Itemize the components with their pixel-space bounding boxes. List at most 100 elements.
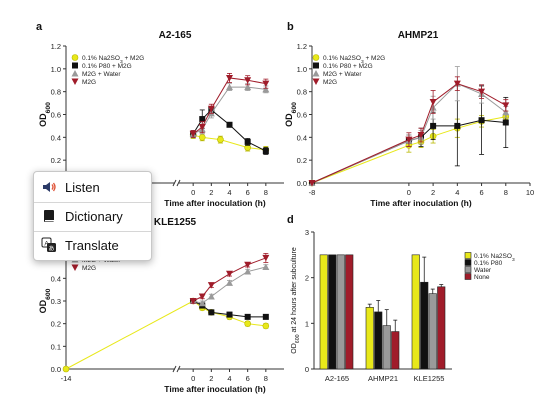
data-point — [430, 122, 437, 129]
y-tick-label: 0.8 — [51, 88, 61, 97]
chart-title: AHMP21 — [398, 30, 439, 41]
data-point — [312, 54, 320, 61]
y-tick-label: 0 — [305, 365, 309, 374]
popup-item-translate[interactable]: A あ Translate — [34, 232, 151, 258]
x-tick-label: 2 — [431, 188, 435, 197]
y-tick-label: 0.0 — [297, 179, 307, 188]
data-point — [199, 116, 206, 123]
data-point — [226, 279, 233, 286]
svg-text:あ: あ — [48, 245, 54, 252]
y-tick-label: 1 — [305, 319, 309, 328]
panel-label-d: d — [287, 214, 294, 226]
data-point — [313, 62, 319, 69]
svg-text:A: A — [44, 240, 49, 247]
bar — [420, 281, 429, 370]
data-point — [244, 138, 251, 145]
data-point — [62, 365, 70, 373]
category-label: AHMP21 — [368, 374, 398, 383]
y-tick-label: 2 — [305, 274, 309, 283]
popup-item-dictionary[interactable]: Dictionary — [34, 203, 151, 229]
chart-title: KLE1255 — [154, 217, 197, 228]
axis-break-mark — [176, 179, 181, 187]
data-point — [244, 313, 251, 320]
data-series — [189, 131, 270, 154]
y-tick-label: 0.3 — [51, 297, 61, 306]
data-point — [217, 136, 224, 143]
panel-label-a: a — [36, 21, 43, 33]
data-point — [189, 130, 197, 138]
legend-swatch — [464, 259, 472, 266]
data-point — [502, 102, 510, 109]
chart-title: A2-165 — [159, 30, 192, 41]
popup-item-label: Translate — [65, 237, 119, 253]
x-tick-label: 0 — [191, 188, 195, 197]
x-tick-label: 2 — [209, 374, 213, 383]
popup-separator — [34, 231, 151, 232]
x-tick-label: 4 — [455, 188, 459, 197]
series-line — [65, 300, 266, 370]
legend-swatch — [464, 273, 472, 280]
y-tick-label: 0.4 — [297, 133, 307, 142]
translate-icon: A あ — [41, 237, 56, 252]
axis-break-mark — [172, 365, 177, 373]
data-series — [308, 76, 510, 187]
data-point — [478, 117, 485, 124]
popup-item-label: Dictionary — [65, 208, 123, 224]
y-tick-label: 1.2 — [297, 42, 307, 51]
data-point — [208, 309, 215, 316]
x-tick-label: 6 — [246, 374, 250, 383]
legend-entry: M2G — [82, 79, 96, 86]
data-point — [226, 83, 233, 91]
data-point — [71, 264, 79, 271]
bar — [374, 311, 383, 370]
chart-panel-b: AHMP21 0.0 0.2 0.4 0.6 0.8 1.0 1.2 OD600 -8 0 2 4 6 8 1… — [284, 30, 534, 208]
x-tick-label: 0 — [407, 188, 411, 197]
data-point — [262, 263, 270, 270]
book-icon — [44, 210, 54, 222]
data-point — [453, 80, 461, 88]
data-point — [262, 254, 270, 262]
popup-separator — [34, 202, 151, 203]
data-point — [417, 132, 425, 139]
data-point — [502, 119, 509, 126]
data-point — [244, 77, 252, 84]
y-axis-label: OD600 — [284, 102, 298, 127]
y-axis-label: OD600 — [38, 102, 52, 127]
category-label: A2-165 — [325, 374, 349, 383]
x-tick-label: 10 — [526, 188, 534, 197]
bar — [428, 293, 437, 370]
context-popup-menu: Listen Dictionary A あ Translate — [33, 171, 152, 261]
x-axis-label: Time after inoculation (h) — [164, 198, 266, 208]
legend-entry: M2G + Water — [323, 71, 362, 78]
y-tick-label: 0.6 — [297, 111, 307, 120]
y-tick-label: 0.1 — [51, 342, 61, 351]
data-point — [244, 261, 252, 269]
legend-entry: 0.1% Na2SO3 + M2G — [82, 55, 144, 65]
legend-entry: 0.1% P80 + M2G — [82, 63, 132, 70]
bar — [319, 254, 328, 370]
legend-entry: 0.1% P80 + M2G — [323, 63, 373, 70]
series-line — [192, 257, 267, 302]
y-tick-label: 0.2 — [51, 156, 61, 165]
y-tick-label: 0.8 — [297, 88, 307, 97]
chart-panel-c: KLE12550.00.10.20.30.40.50.6OD600-140246… — [38, 217, 284, 394]
data-point — [207, 282, 215, 289]
x-tick-label: 8 — [264, 188, 268, 197]
y-tick-label: 0.0 — [51, 365, 61, 374]
chart-panel-d: 0 1 2 3 OD600 at 24 hours after subculture A2… — [291, 228, 515, 383]
popup-item-listen[interactable]: Listen — [34, 174, 151, 200]
data-series — [62, 297, 270, 373]
x-tick-label: 8 — [264, 374, 268, 383]
data-point — [312, 70, 320, 77]
data-point — [405, 136, 413, 144]
data-series — [189, 263, 270, 307]
panel-label-b: b — [287, 21, 294, 33]
bar — [382, 325, 391, 370]
y-tick-label: 3 — [305, 228, 309, 237]
legend-entry: M2G + Water — [82, 71, 121, 78]
legend-swatch — [464, 266, 472, 273]
x-tick-label: -14 — [61, 374, 72, 383]
